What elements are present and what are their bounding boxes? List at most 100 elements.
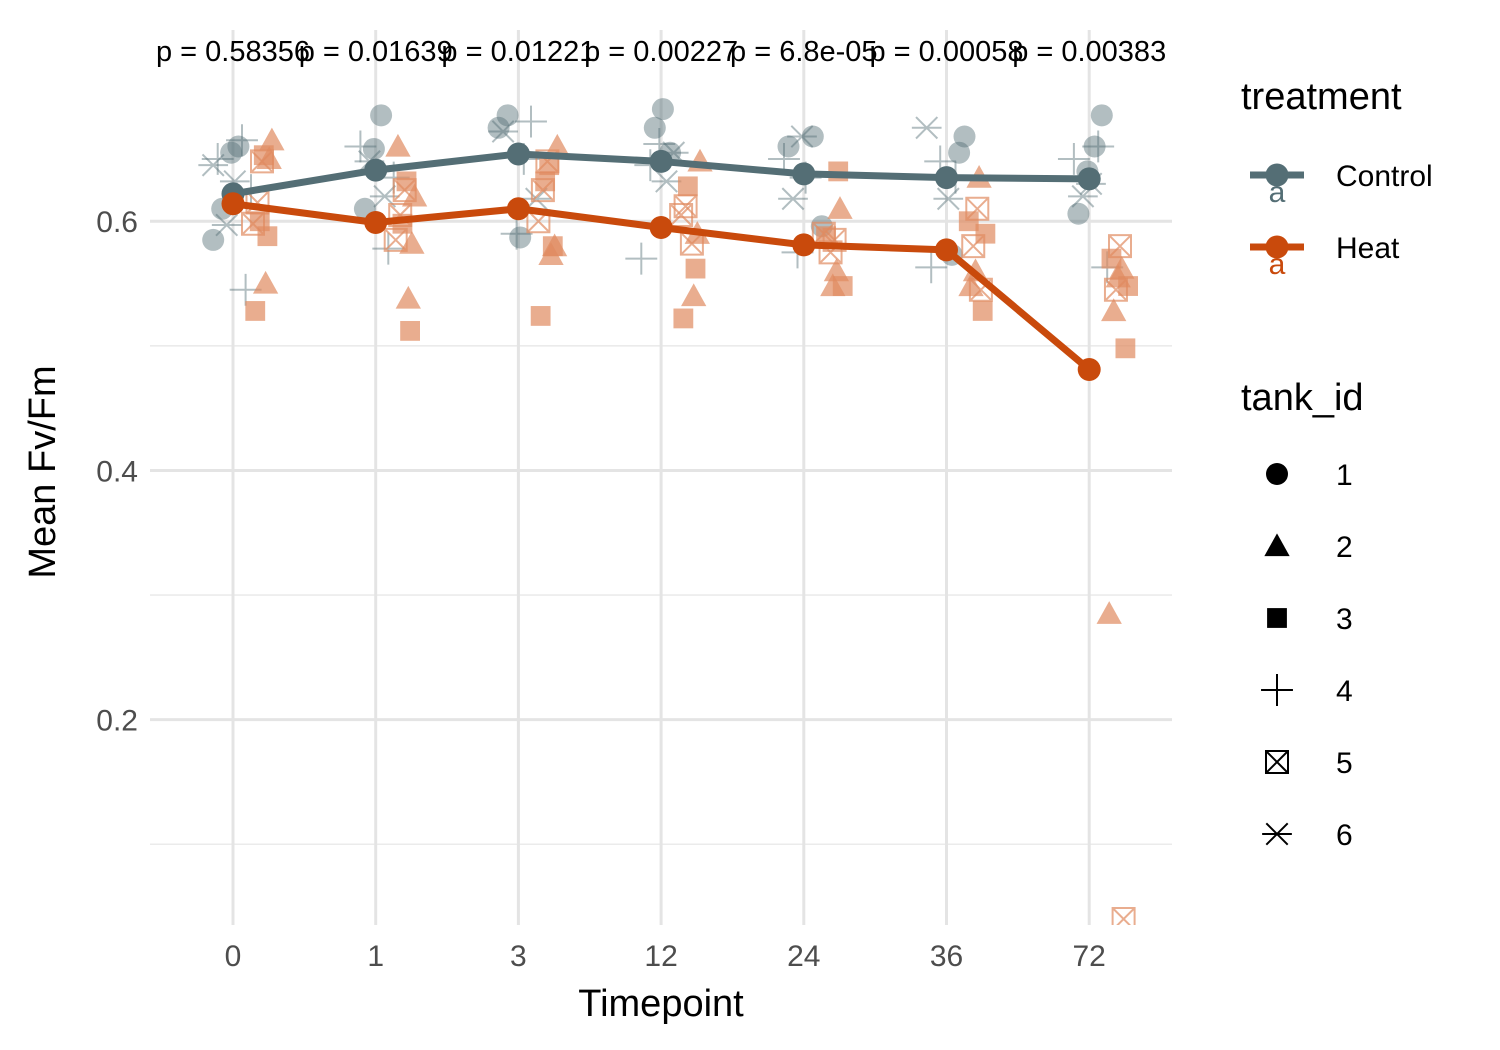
control-point (362, 137, 385, 160)
heat-point (530, 178, 555, 203)
legend-shape-circle-icon (1266, 463, 1288, 485)
control-mean-point (364, 158, 388, 182)
control-point (500, 217, 533, 250)
control-point (651, 169, 682, 193)
x-tick-label: 1 (367, 940, 384, 973)
legend-label-tank-5: 5 (1336, 747, 1353, 780)
heat-point (259, 127, 285, 151)
heat-point (972, 301, 993, 321)
heat-point (1103, 277, 1128, 302)
heat-point (1101, 298, 1127, 322)
control-mean-point (506, 142, 530, 166)
p-value-label: p = 0.01221 (441, 36, 595, 68)
x-tick-label: 72 (1073, 940, 1106, 973)
heat-point (1111, 907, 1136, 925)
control-point (1082, 130, 1115, 163)
legend-title-treatment: treatment (1241, 76, 1402, 118)
heat-point (257, 226, 278, 247)
control-point (778, 187, 808, 211)
control-point (787, 125, 817, 148)
control-point (226, 124, 258, 157)
p-value-label: p = 0.01639 (299, 36, 453, 68)
heat-point (1118, 276, 1138, 296)
control-point (915, 251, 948, 284)
heat-point (1096, 601, 1122, 624)
legend-label-tank-1: 1 (1336, 459, 1353, 492)
heat-mean-point (221, 192, 245, 216)
y-tick-label: 0.6 (96, 206, 138, 239)
control-point (198, 153, 229, 177)
control-point (911, 116, 942, 140)
control-point (625, 242, 658, 275)
control-point (515, 105, 547, 138)
control-point (496, 104, 519, 127)
control-point (933, 187, 964, 211)
heat-point (965, 196, 990, 221)
heat-mean-point (1077, 358, 1101, 382)
heat-mean-point (364, 210, 388, 234)
legend: treatment a Control a Heat tank_id 1 2 3 4 5 6 (1241, 76, 1433, 852)
heat-point (673, 308, 694, 329)
p-value-label: p = 6.8e-05 (730, 36, 878, 68)
control-point (211, 213, 242, 237)
x-tick-label: 3 (510, 940, 527, 973)
control-point (651, 98, 674, 121)
heat-point (677, 176, 698, 197)
p-value-label: p = 0.00058 (869, 36, 1023, 68)
heat-point (681, 283, 707, 307)
heat-point (539, 155, 560, 176)
heat-point (685, 258, 706, 279)
heat-point (395, 285, 421, 309)
legend-label-tank-3: 3 (1336, 603, 1353, 636)
p-value-label: p = 0.58356 (156, 36, 310, 68)
legend-label-control: Control (1336, 160, 1433, 193)
x-tick-label: 36 (930, 940, 963, 973)
control-point (202, 228, 225, 251)
mean-lines (221, 142, 1101, 382)
control-point (1067, 202, 1090, 225)
heat-point (1115, 338, 1136, 359)
legend-label-tank-6: 6 (1336, 819, 1353, 852)
control-point (344, 130, 377, 163)
heat-point (542, 236, 563, 257)
control-mean-point (649, 149, 673, 173)
control-mean-point (792, 162, 816, 186)
heat-point (958, 273, 984, 297)
y-tick-label: 0.2 (96, 705, 138, 738)
control-point (488, 120, 518, 143)
heat-point (1101, 248, 1122, 269)
legend-key-point (1265, 235, 1289, 259)
x-tick-label: 12 (644, 940, 677, 973)
legend-label-heat: Heat (1336, 232, 1400, 265)
control-mean-point (935, 166, 958, 190)
heat-mean-point (649, 215, 673, 239)
heat-point (400, 320, 420, 341)
heat-point (961, 234, 986, 259)
heat-point (1109, 255, 1135, 279)
control-point (227, 135, 250, 158)
control-point (370, 104, 393, 127)
control-point (509, 226, 532, 249)
legend-title-tank-id: tank_id (1241, 377, 1364, 419)
legend-key-point (1265, 163, 1289, 187)
legend-shape-square-icon (1267, 608, 1287, 628)
control-point (1090, 104, 1113, 127)
heat-mean-point (792, 233, 816, 257)
axes: 0.2 0.4 0.6 0 1 3 12 24 36 72 (96, 206, 1106, 973)
x-tick-label: 0 (225, 940, 242, 973)
control-point (201, 142, 234, 175)
p-value-label: p = 0.00383 (1012, 36, 1166, 68)
heat-point (1108, 234, 1132, 259)
legend-shape-triangle-icon (1264, 533, 1290, 557)
control-point (220, 141, 243, 164)
x-axis-title: Timepoint (578, 983, 744, 1025)
heat-point (958, 211, 979, 232)
control-point (801, 125, 824, 148)
legend-label-tank-2: 2 (1336, 531, 1353, 564)
legend-shape-plus-icon (1261, 674, 1293, 706)
heat-point (673, 194, 698, 219)
heat-mean-point (506, 197, 530, 221)
heat-point (245, 301, 266, 321)
y-tick-label: 0.4 (96, 455, 138, 488)
